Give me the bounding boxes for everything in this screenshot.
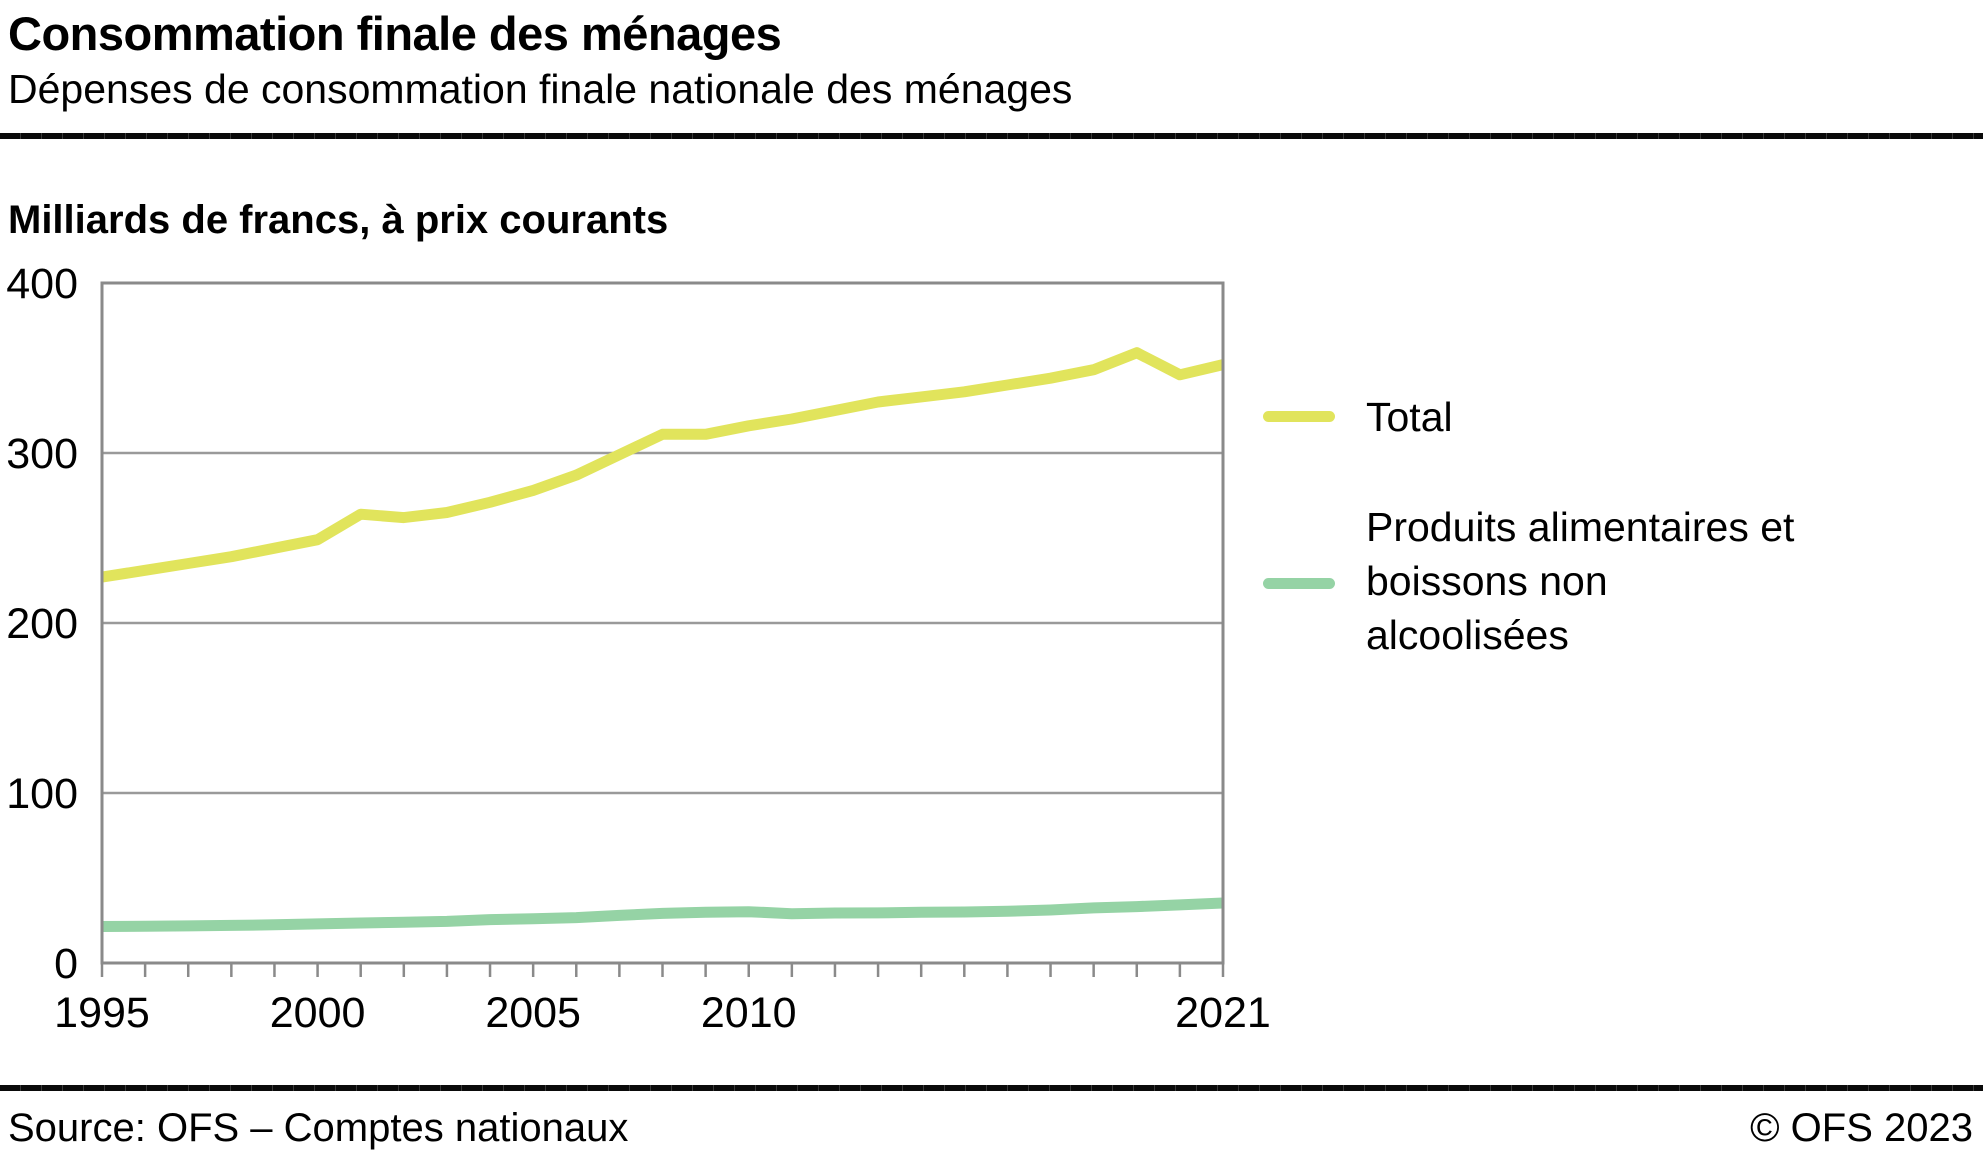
header-divider-rule xyxy=(0,133,1983,139)
y-axis-label-200: 200 xyxy=(6,600,78,648)
x-axis-label-2021: 2021 xyxy=(1175,989,1271,1037)
y-axis-label-0: 0 xyxy=(54,940,78,988)
page-title: Consommation finale des ménages xyxy=(8,7,782,60)
legend-item-total: Total xyxy=(1263,393,1453,441)
x-axis-label-2010: 2010 xyxy=(701,989,797,1037)
series-line-total xyxy=(101,347,1225,583)
y-axis-label-400: 400 xyxy=(6,260,78,308)
total-series-swatch xyxy=(1263,411,1335,422)
legend-item-food: Produits alimentaires et boissons non al… xyxy=(1263,500,1794,662)
x-axis-label-2000: 2000 xyxy=(270,989,366,1037)
units-heading: Milliards de francs, à prix courants xyxy=(8,198,669,242)
footer-source-text: Source: OFS – Comptes nationaux xyxy=(8,1106,629,1150)
food-series-swatch xyxy=(1263,578,1335,589)
y-axis-label-100: 100 xyxy=(6,770,78,818)
page-subtitle: Dépenses de consommation finale national… xyxy=(8,66,1073,112)
legend-label-food: Produits alimentaires et boissons non al… xyxy=(1366,504,1795,658)
footer-copyright-text: © OFS 2023 xyxy=(1750,1106,1973,1150)
series-line-food xyxy=(101,897,1224,932)
consumption-line-chart: 0 100 200 300 400 1995 2000 2005 2010 2021 xyxy=(6,260,1271,1037)
plot-area-border xyxy=(100,281,1225,965)
y-axis-label-300: 300 xyxy=(6,430,78,478)
x-axis-label-2005: 2005 xyxy=(485,989,581,1037)
legend-label-total: Total xyxy=(1366,394,1453,440)
x-axis-label-1995: 1995 xyxy=(54,989,150,1037)
footer-divider-rule xyxy=(0,1085,1983,1091)
